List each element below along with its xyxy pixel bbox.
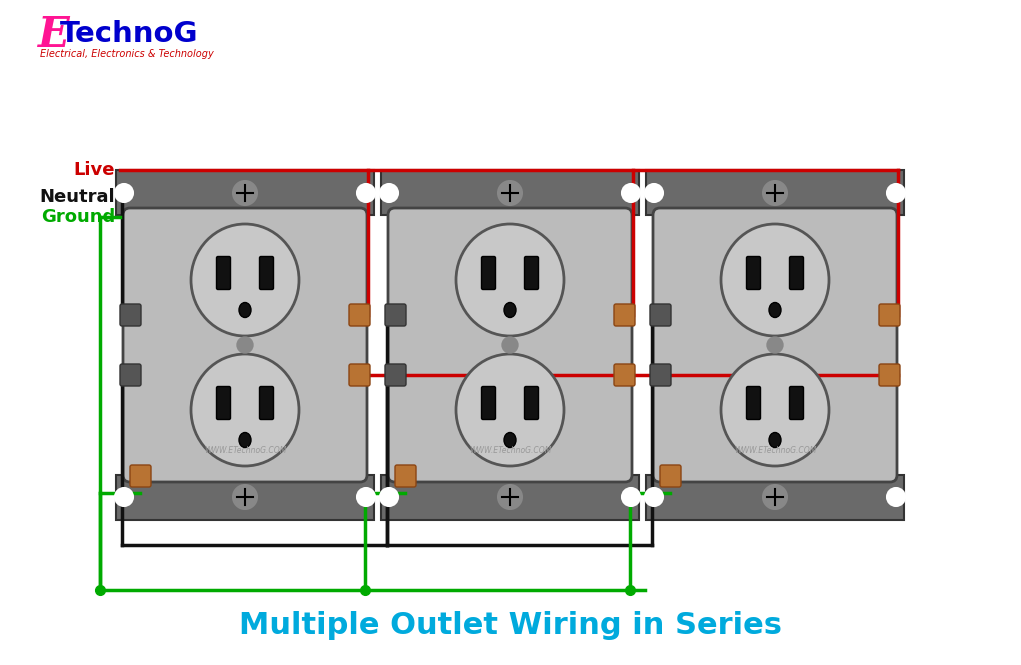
FancyBboxPatch shape	[385, 304, 406, 326]
Ellipse shape	[191, 224, 299, 336]
FancyBboxPatch shape	[879, 364, 900, 386]
Ellipse shape	[456, 354, 564, 466]
FancyBboxPatch shape	[614, 304, 635, 326]
Ellipse shape	[239, 303, 251, 317]
FancyBboxPatch shape	[116, 475, 374, 520]
Circle shape	[498, 181, 522, 205]
FancyBboxPatch shape	[116, 170, 374, 215]
Text: TechnoG: TechnoG	[60, 20, 198, 48]
Circle shape	[622, 184, 640, 202]
FancyBboxPatch shape	[879, 304, 900, 326]
Circle shape	[357, 184, 375, 202]
Text: Live: Live	[74, 161, 115, 179]
Circle shape	[763, 181, 787, 205]
FancyBboxPatch shape	[650, 364, 671, 386]
Ellipse shape	[504, 303, 516, 317]
FancyBboxPatch shape	[259, 386, 274, 420]
FancyBboxPatch shape	[660, 465, 681, 487]
FancyBboxPatch shape	[120, 304, 141, 326]
Circle shape	[645, 184, 663, 202]
FancyBboxPatch shape	[525, 257, 538, 289]
Circle shape	[502, 337, 518, 353]
FancyBboxPatch shape	[120, 364, 141, 386]
Circle shape	[763, 485, 787, 509]
Ellipse shape	[191, 354, 299, 466]
FancyBboxPatch shape	[381, 170, 639, 215]
Circle shape	[237, 337, 253, 353]
FancyBboxPatch shape	[385, 364, 406, 386]
Text: WWW.ETechnoG.COM: WWW.ETechnoG.COM	[734, 446, 816, 454]
Ellipse shape	[456, 224, 564, 336]
FancyBboxPatch shape	[653, 208, 897, 482]
Ellipse shape	[769, 303, 781, 317]
FancyBboxPatch shape	[650, 304, 671, 326]
Circle shape	[115, 488, 133, 506]
Circle shape	[357, 488, 375, 506]
Text: WWW.ETechnoG.COM: WWW.ETechnoG.COM	[204, 446, 286, 454]
Circle shape	[380, 488, 398, 506]
Text: E: E	[38, 14, 69, 56]
FancyBboxPatch shape	[789, 386, 804, 420]
Circle shape	[645, 488, 663, 506]
FancyBboxPatch shape	[216, 257, 231, 289]
FancyBboxPatch shape	[482, 257, 495, 289]
Ellipse shape	[769, 432, 781, 448]
FancyBboxPatch shape	[259, 257, 274, 289]
FancyBboxPatch shape	[349, 364, 370, 386]
FancyBboxPatch shape	[130, 465, 151, 487]
Ellipse shape	[239, 432, 251, 448]
FancyBboxPatch shape	[381, 475, 639, 520]
Circle shape	[887, 184, 905, 202]
Ellipse shape	[721, 224, 829, 336]
Circle shape	[233, 181, 257, 205]
FancyBboxPatch shape	[746, 386, 761, 420]
FancyBboxPatch shape	[123, 208, 367, 482]
Text: Multiple Outlet Wiring in Series: Multiple Outlet Wiring in Series	[239, 610, 781, 640]
FancyBboxPatch shape	[482, 386, 495, 420]
Ellipse shape	[504, 432, 516, 448]
Text: WWW.ETechnoG.COM: WWW.ETechnoG.COM	[469, 446, 551, 454]
Circle shape	[233, 485, 257, 509]
Circle shape	[115, 184, 133, 202]
FancyBboxPatch shape	[388, 208, 632, 482]
Circle shape	[622, 488, 640, 506]
FancyBboxPatch shape	[646, 170, 904, 215]
FancyBboxPatch shape	[395, 465, 416, 487]
FancyBboxPatch shape	[614, 364, 635, 386]
Text: Electrical, Electronics & Technology: Electrical, Electronics & Technology	[40, 49, 213, 59]
FancyBboxPatch shape	[789, 257, 804, 289]
FancyBboxPatch shape	[525, 386, 538, 420]
Text: Ground: Ground	[41, 208, 115, 226]
FancyBboxPatch shape	[646, 475, 904, 520]
FancyBboxPatch shape	[746, 257, 761, 289]
Circle shape	[380, 184, 398, 202]
Circle shape	[498, 485, 522, 509]
Text: Neutral: Neutral	[40, 188, 115, 206]
Ellipse shape	[721, 354, 829, 466]
Circle shape	[767, 337, 783, 353]
Circle shape	[887, 488, 905, 506]
FancyBboxPatch shape	[349, 304, 370, 326]
FancyBboxPatch shape	[216, 386, 231, 420]
